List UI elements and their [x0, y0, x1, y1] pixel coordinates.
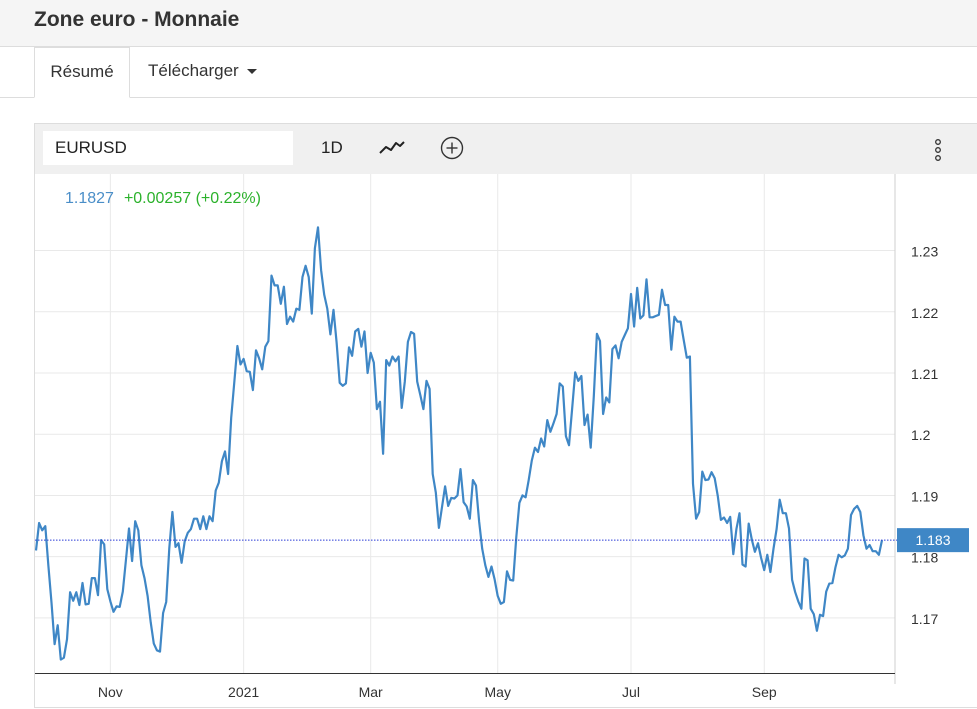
chart-panel: 1.17 1.18 1.19 1.2 1.21 1.22 1.23 Nov 2021 Mar May…	[34, 123, 977, 708]
more-options-icon[interactable]	[930, 136, 946, 164]
tab-summary[interactable]: Résumé	[34, 47, 130, 98]
tab-bar: Résumé Télécharger	[0, 47, 977, 98]
page-title: Zone euro - Monnaie	[34, 8, 240, 31]
x-tick-label: Sep	[752, 684, 777, 700]
symbol-input[interactable]: EURUSD	[43, 131, 293, 165]
last-price: 1.1827	[65, 190, 114, 207]
y-tick-label: 1.21	[911, 366, 938, 382]
add-indicator-icon[interactable]	[440, 136, 464, 160]
caret-down-icon	[246, 69, 257, 75]
x-tick-label: Jul	[622, 684, 640, 700]
interval-button[interactable]: 1D	[321, 138, 343, 157]
x-tick-label: 2021	[228, 684, 259, 700]
y-tick-label: 1.17	[911, 611, 938, 627]
y-tick-label: 1.22	[911, 305, 938, 321]
y-tick-label: 1.2	[911, 427, 931, 443]
quote-readout: 1.1827 +0.00257 (+0.22%)	[65, 190, 261, 208]
last-value-badge	[897, 528, 969, 553]
page-header: Zone euro - Monnaie	[0, 0, 977, 47]
x-tick-label: Nov	[98, 684, 123, 700]
x-tick-label: May	[485, 684, 511, 700]
price-change: +0.00257 (+0.22%)	[123, 190, 261, 207]
line-chart-icon[interactable]	[379, 138, 405, 158]
tab-download[interactable]: Télécharger	[148, 47, 257, 97]
price-chart[interactable]: 1.17 1.18 1.19 1.2 1.21 1.22 1.23 Nov 2021 Mar May…	[35, 124, 977, 709]
y-tick-label: 1.19	[911, 488, 938, 504]
y-tick-label: 1.18	[911, 550, 938, 566]
tab-download-label: Télécharger	[148, 61, 239, 80]
eurusd-price-line	[35, 226, 884, 661]
x-tick-label: Mar	[359, 684, 383, 700]
last-value-label: 1.183	[915, 532, 950, 548]
chart-toolbar: EURUSD 1D	[35, 124, 977, 174]
y-tick-label: 1.23	[911, 244, 938, 260]
